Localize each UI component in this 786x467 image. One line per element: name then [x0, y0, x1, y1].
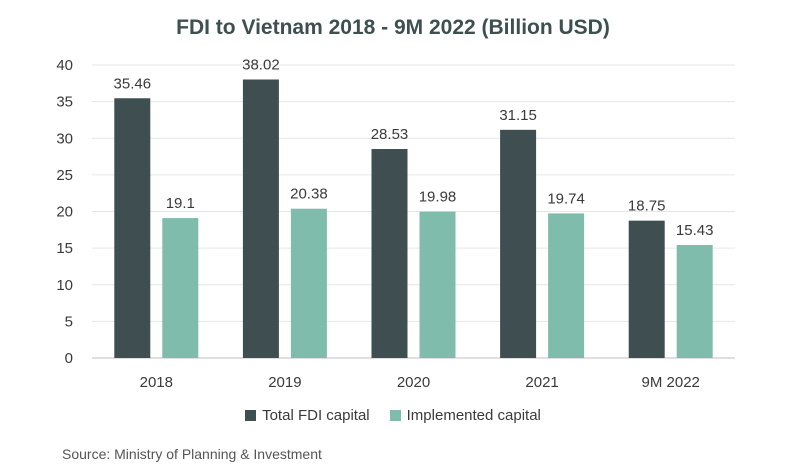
- bar: [242, 79, 279, 358]
- legend-swatch-implemented: [389, 410, 401, 421]
- bar: [676, 244, 713, 358]
- y-tick-label: 20: [56, 204, 73, 221]
- data-labels: 35.46 19.1 38.02 20.38 28.53 19.98 31.15 19.74 1…: [114, 57, 714, 239]
- data-label: 20.38: [290, 186, 328, 203]
- y-tick-label: 40: [56, 57, 73, 74]
- x-tick-label: 2020: [397, 374, 430, 391]
- gridlines: [92, 64, 735, 359]
- data-label: 19.74: [547, 190, 585, 207]
- y-tick-label: 35: [56, 94, 73, 111]
- chart-title: FDI to Vietnam 2018 - 9M 2022 (Billion U…: [176, 16, 610, 39]
- x-tick-label: 2021: [525, 374, 558, 391]
- bar: [628, 220, 665, 358]
- bar-chart: 0 5 10 15 20 25 30 35 40 35.46 19.1 38.02 20.38 28.5…: [56, 57, 735, 391]
- x-tick-label: 2018: [140, 374, 173, 391]
- x-tick-label: 9M 2022: [642, 374, 700, 391]
- y-tick-label: 30: [56, 130, 73, 147]
- y-tick-label: 10: [56, 277, 73, 294]
- data-label: 19.1: [166, 195, 195, 212]
- bar: [162, 218, 199, 358]
- y-tick-label: 25: [56, 167, 73, 184]
- legend-item-total: Total FDI capital: [245, 407, 370, 424]
- data-label: 19.98: [419, 189, 457, 206]
- data-label: 38.02: [242, 57, 280, 74]
- legend: Total FDI capital Implemented capital: [0, 407, 786, 424]
- legend-label-implemented: Implemented capital: [406, 407, 541, 424]
- data-label: 28.53: [371, 126, 409, 143]
- x-tick-label: 2019: [268, 374, 301, 391]
- bar: [548, 213, 585, 358]
- bar: [500, 129, 537, 358]
- legend-label-total: Total FDI capital: [262, 407, 370, 424]
- bar: [114, 98, 151, 359]
- x-axis: 2018 2019 2020 2021 9M 2022: [140, 374, 700, 391]
- data-label: 31.15: [499, 107, 537, 124]
- bar: [371, 149, 408, 358]
- data-label: 35.46: [114, 75, 152, 92]
- y-tick-label: 5: [65, 313, 73, 330]
- data-label: 15.43: [676, 222, 714, 239]
- bar: [290, 208, 327, 358]
- bars: [114, 79, 713, 359]
- source-note: Source: Ministry of Planning & Investmen…: [62, 446, 322, 462]
- legend-item-implemented: Implemented capital: [389, 407, 541, 424]
- y-axis: 0 5 10 15 20 25 30 35 40: [56, 57, 73, 367]
- y-tick-label: 0: [65, 350, 73, 367]
- data-label: 18.75: [628, 198, 666, 215]
- legend-swatch-total: [245, 410, 257, 421]
- y-tick-label: 15: [56, 240, 73, 257]
- bar: [419, 211, 456, 358]
